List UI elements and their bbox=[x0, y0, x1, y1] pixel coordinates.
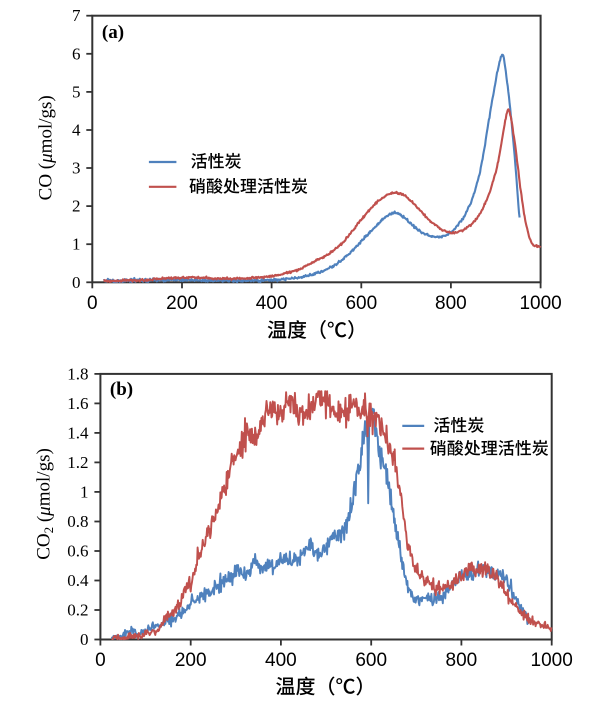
svg-text:200: 200 bbox=[166, 293, 198, 314]
svg-text:CO2 (μmol/gs): CO2 (μmol/gs) bbox=[34, 448, 56, 560]
svg-text:0.6: 0.6 bbox=[67, 542, 88, 561]
svg-text:0.4: 0.4 bbox=[67, 571, 89, 590]
svg-text:CO (μmol/gs): CO (μmol/gs) bbox=[35, 95, 56, 200]
svg-text:1: 1 bbox=[72, 235, 81, 254]
svg-text:0.2: 0.2 bbox=[67, 601, 88, 620]
svg-text:4: 4 bbox=[72, 121, 81, 140]
svg-text:1.6: 1.6 bbox=[67, 394, 88, 413]
svg-text:(a): (a) bbox=[102, 22, 124, 43]
svg-text:200: 200 bbox=[175, 650, 207, 671]
svg-text:0: 0 bbox=[80, 630, 89, 649]
svg-text:1.8: 1.8 bbox=[67, 364, 88, 383]
svg-text:5: 5 bbox=[72, 82, 81, 101]
svg-text:600: 600 bbox=[345, 293, 377, 314]
svg-text:1: 1 bbox=[80, 482, 89, 501]
svg-text:1000: 1000 bbox=[519, 293, 561, 314]
svg-text:400: 400 bbox=[256, 293, 288, 314]
svg-text:0.8: 0.8 bbox=[67, 512, 88, 531]
svg-text:7: 7 bbox=[72, 6, 81, 25]
svg-text:1000: 1000 bbox=[531, 650, 573, 671]
svg-text:2: 2 bbox=[72, 197, 81, 216]
svg-text:0: 0 bbox=[95, 650, 106, 671]
svg-text:1.2: 1.2 bbox=[67, 453, 88, 472]
svg-text:800: 800 bbox=[446, 650, 478, 671]
svg-text:800: 800 bbox=[435, 293, 467, 314]
svg-text:0: 0 bbox=[72, 273, 81, 292]
svg-text:1.4: 1.4 bbox=[67, 423, 89, 442]
svg-text:600: 600 bbox=[355, 650, 387, 671]
svg-text:400: 400 bbox=[265, 650, 297, 671]
svg-text:(b): (b) bbox=[110, 379, 133, 400]
svg-text:6: 6 bbox=[72, 44, 81, 63]
svg-text:0: 0 bbox=[87, 293, 98, 314]
svg-text:3: 3 bbox=[72, 159, 81, 178]
